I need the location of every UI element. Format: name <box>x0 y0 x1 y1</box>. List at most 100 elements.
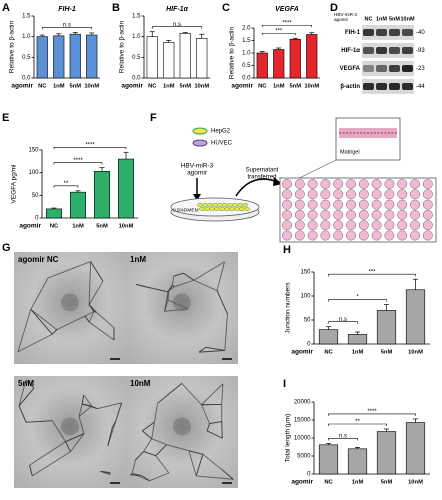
panel-letter: B <box>112 2 120 14</box>
bar <box>347 334 368 345</box>
well <box>307 179 318 189</box>
panel-letter: E <box>2 112 9 124</box>
chart-title: VEGFA <box>275 6 299 13</box>
significance-label: n.s <box>63 23 71 29</box>
vessel <box>65 433 85 443</box>
blot-band <box>389 47 400 54</box>
well <box>282 189 292 200</box>
vessel <box>18 387 35 407</box>
vessel <box>202 453 223 470</box>
well <box>320 189 331 200</box>
vessel <box>84 311 95 317</box>
vessel <box>84 315 90 323</box>
well <box>346 220 356 231</box>
x-tick-label: NC <box>148 84 157 90</box>
blot-band <box>363 47 374 54</box>
y-tick-label: 0.5 <box>22 55 31 61</box>
well <box>397 199 408 210</box>
vessel <box>100 470 111 475</box>
bar <box>289 38 301 79</box>
well <box>410 199 420 210</box>
vessel <box>115 402 123 422</box>
vessel <box>201 404 210 424</box>
lane-label: 1nM <box>376 16 387 22</box>
vessel <box>52 420 66 442</box>
blot-band <box>389 29 400 36</box>
vessel <box>171 285 175 288</box>
blot-strip <box>362 79 414 94</box>
x-tick-label: 1nM <box>352 350 364 356</box>
vessel <box>88 311 95 323</box>
center-spot <box>173 417 191 436</box>
well <box>384 189 395 200</box>
chart-title: FIH-1 <box>58 6 76 13</box>
well <box>371 209 382 220</box>
vessel <box>30 309 53 335</box>
vessel <box>174 279 195 288</box>
well <box>371 230 382 241</box>
x-tick-label: 1nM <box>53 84 65 90</box>
bar <box>318 329 339 345</box>
well <box>282 209 292 220</box>
significance-label: *** <box>368 269 376 275</box>
x-tick-label: 1nM <box>273 84 285 90</box>
vessel <box>81 394 85 405</box>
y-axis-label: Relative to β-actin <box>119 21 126 74</box>
transfer-label: transferred <box>247 175 276 181</box>
y-axis-label: VEGFA pg/ml <box>11 164 18 204</box>
well <box>346 189 356 200</box>
transfer-label: Supernatant <box>246 168 279 174</box>
chart-title: HIF-1α <box>166 6 189 13</box>
blot-size: -40 <box>416 30 425 36</box>
well <box>410 179 420 189</box>
huvec-icon <box>192 139 208 147</box>
center-spot <box>173 293 191 312</box>
x-tick-label: 5nM <box>179 84 191 90</box>
panel-letter: I <box>283 378 286 390</box>
x-axis-label: agomir <box>291 479 313 486</box>
vessel <box>88 280 104 305</box>
vessel <box>221 469 234 480</box>
panel-letter: G <box>2 242 11 254</box>
bar <box>118 158 134 219</box>
vessel <box>131 459 136 474</box>
x-tick-label: 10nM <box>304 84 319 90</box>
vessel <box>82 403 92 407</box>
well <box>333 179 344 189</box>
vessel <box>47 261 91 279</box>
vessel <box>143 438 153 452</box>
vessel <box>83 394 93 407</box>
y-tick-label: 1.5 <box>242 38 251 44</box>
vessel <box>141 475 150 482</box>
vessel <box>132 473 142 477</box>
y-tick-label: 150 <box>28 148 39 154</box>
x-axis-label: agomir <box>291 349 313 356</box>
panel-letter: F <box>150 112 157 124</box>
y-tick-label: 0.5 <box>132 55 141 61</box>
significance-label: *** <box>275 28 283 34</box>
x-axis-label: agomir <box>19 223 41 230</box>
vessel <box>151 422 155 439</box>
well <box>422 199 433 210</box>
well <box>282 199 292 210</box>
well <box>346 179 356 189</box>
vessel <box>97 402 122 410</box>
x-axis-label: agomir <box>121 83 143 90</box>
bar <box>196 38 208 79</box>
blot-size: -93 <box>416 48 425 54</box>
vessel <box>25 379 35 389</box>
well <box>358 189 369 200</box>
medium-label: 0.5%DMEM <box>173 207 199 213</box>
y-tick-label: 1.0 <box>132 34 141 40</box>
significance-bracket <box>328 321 358 324</box>
significance-label: **** <box>73 158 83 164</box>
blot-band <box>402 83 413 90</box>
vessel <box>188 450 197 477</box>
vessel <box>149 472 170 482</box>
significance-bracket <box>328 413 416 416</box>
well <box>333 209 344 220</box>
vessel <box>78 416 85 434</box>
y-tick-label: 0 <box>307 342 311 348</box>
vessel <box>216 290 228 315</box>
x-tick-label: NC <box>324 480 333 486</box>
